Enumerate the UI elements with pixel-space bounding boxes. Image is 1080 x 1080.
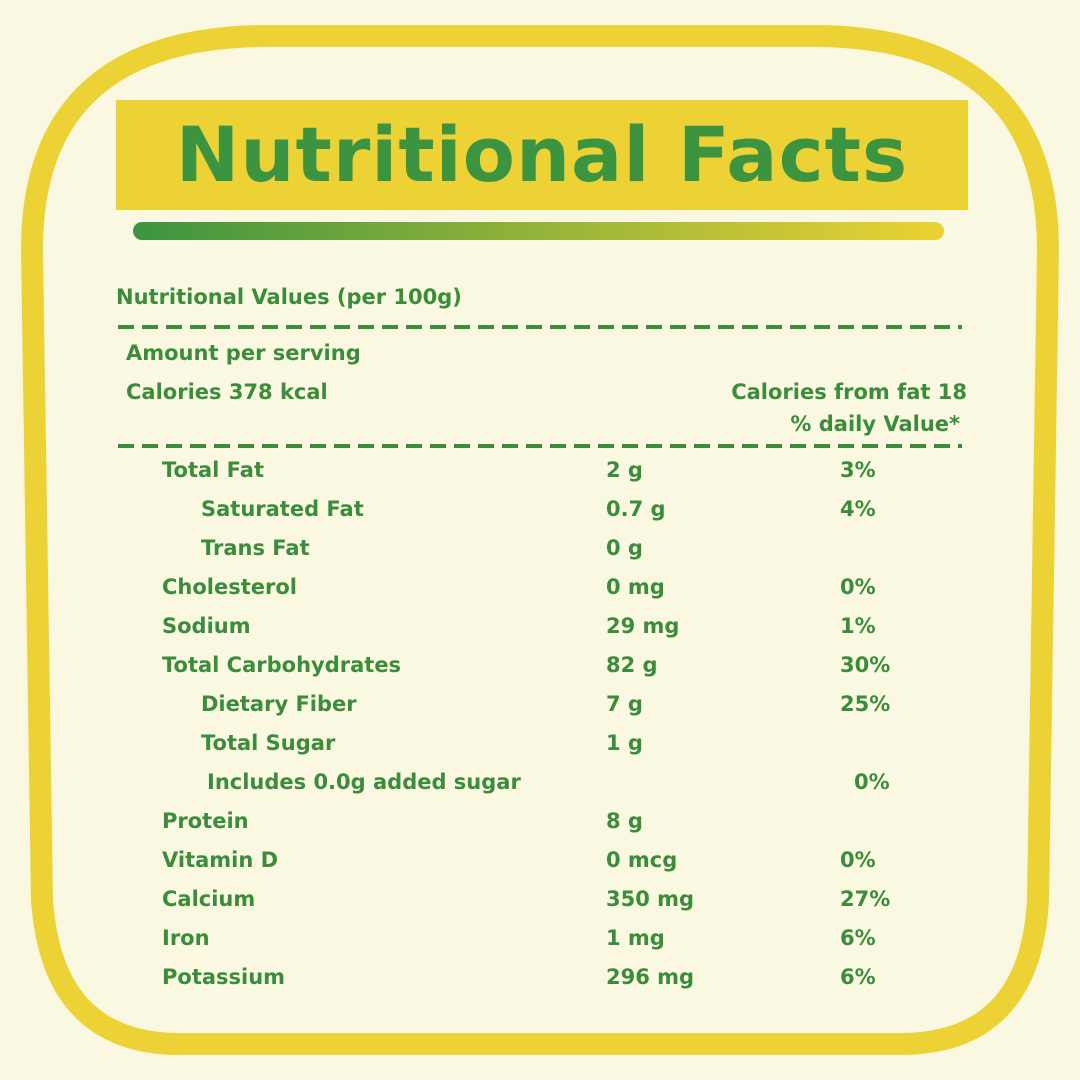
nutrient-amount: 82 g <box>606 653 658 677</box>
nutrient-name: Sodium <box>162 614 251 638</box>
nutrient-name: Iron <box>162 926 210 950</box>
amount-per-serving: Amount per serving <box>126 341 361 365</box>
nutrient-amount: 1 mg <box>606 926 665 950</box>
calories: Calories 378 kcal <box>126 380 328 404</box>
nutrient-amount: 0.7 g <box>606 497 666 521</box>
calories-from-fat: Calories from fat 18 <box>731 380 967 404</box>
nutrient-amount: 7 g <box>606 692 643 716</box>
nutrient-name: Vitamin D <box>162 848 279 872</box>
nutrient-amount: 350 mg <box>606 887 695 911</box>
nutrient-daily: 1% <box>840 614 876 638</box>
nutrient-name: Potassium <box>162 965 286 989</box>
daily-value-header: % daily Value* <box>790 412 960 436</box>
nutrient-name: Cholesterol <box>162 575 297 599</box>
nutrient-name: Trans Fat <box>201 536 310 560</box>
nutrient-daily: 0% <box>840 575 876 599</box>
nutrient-amount: 0 mcg <box>606 848 678 872</box>
nutrient-name: Saturated Fat <box>201 497 364 521</box>
subtitle: Nutritional Values (per 100g) <box>116 285 462 309</box>
nutrient-daily: 6% <box>840 965 876 989</box>
title: Nutritional Facts <box>116 100 968 210</box>
nutrient-amount: 296 mg <box>606 965 695 989</box>
nutrient-amount: 29 mg <box>606 614 680 638</box>
nutrient-name: Protein <box>162 809 249 833</box>
nutrient-name: Total Carbohydrates <box>162 653 402 677</box>
nutrient-name: Dietary Fiber <box>201 692 357 716</box>
nutrient-daily: 30% <box>840 653 891 677</box>
gradient-bar <box>133 222 944 240</box>
nutrient-name: Calcium <box>162 887 256 911</box>
nutrient-name: Total Fat <box>162 458 265 482</box>
nutrient-daily: 4% <box>840 497 876 521</box>
nutrient-daily: 6% <box>840 926 876 950</box>
nutrient-daily: 27% <box>840 887 891 911</box>
nutrient-amount: 0 mg <box>606 575 665 599</box>
nutrient-name: Total Sugar <box>201 731 336 755</box>
nutrient-amount: 1 g <box>606 731 643 755</box>
nutrient-amount: 8 g <box>606 809 643 833</box>
nutrient-amount: 0 g <box>606 536 643 560</box>
nutrient-daily: 3% <box>840 458 876 482</box>
nutrient-daily: 0% <box>854 770 890 794</box>
nutrient-daily: 25% <box>840 692 891 716</box>
nutrient-name: Includes 0.0g added sugar <box>207 770 521 794</box>
nutrient-amount: 2 g <box>606 458 643 482</box>
nutrient-daily: 0% <box>840 848 876 872</box>
frame <box>20 25 1060 1055</box>
